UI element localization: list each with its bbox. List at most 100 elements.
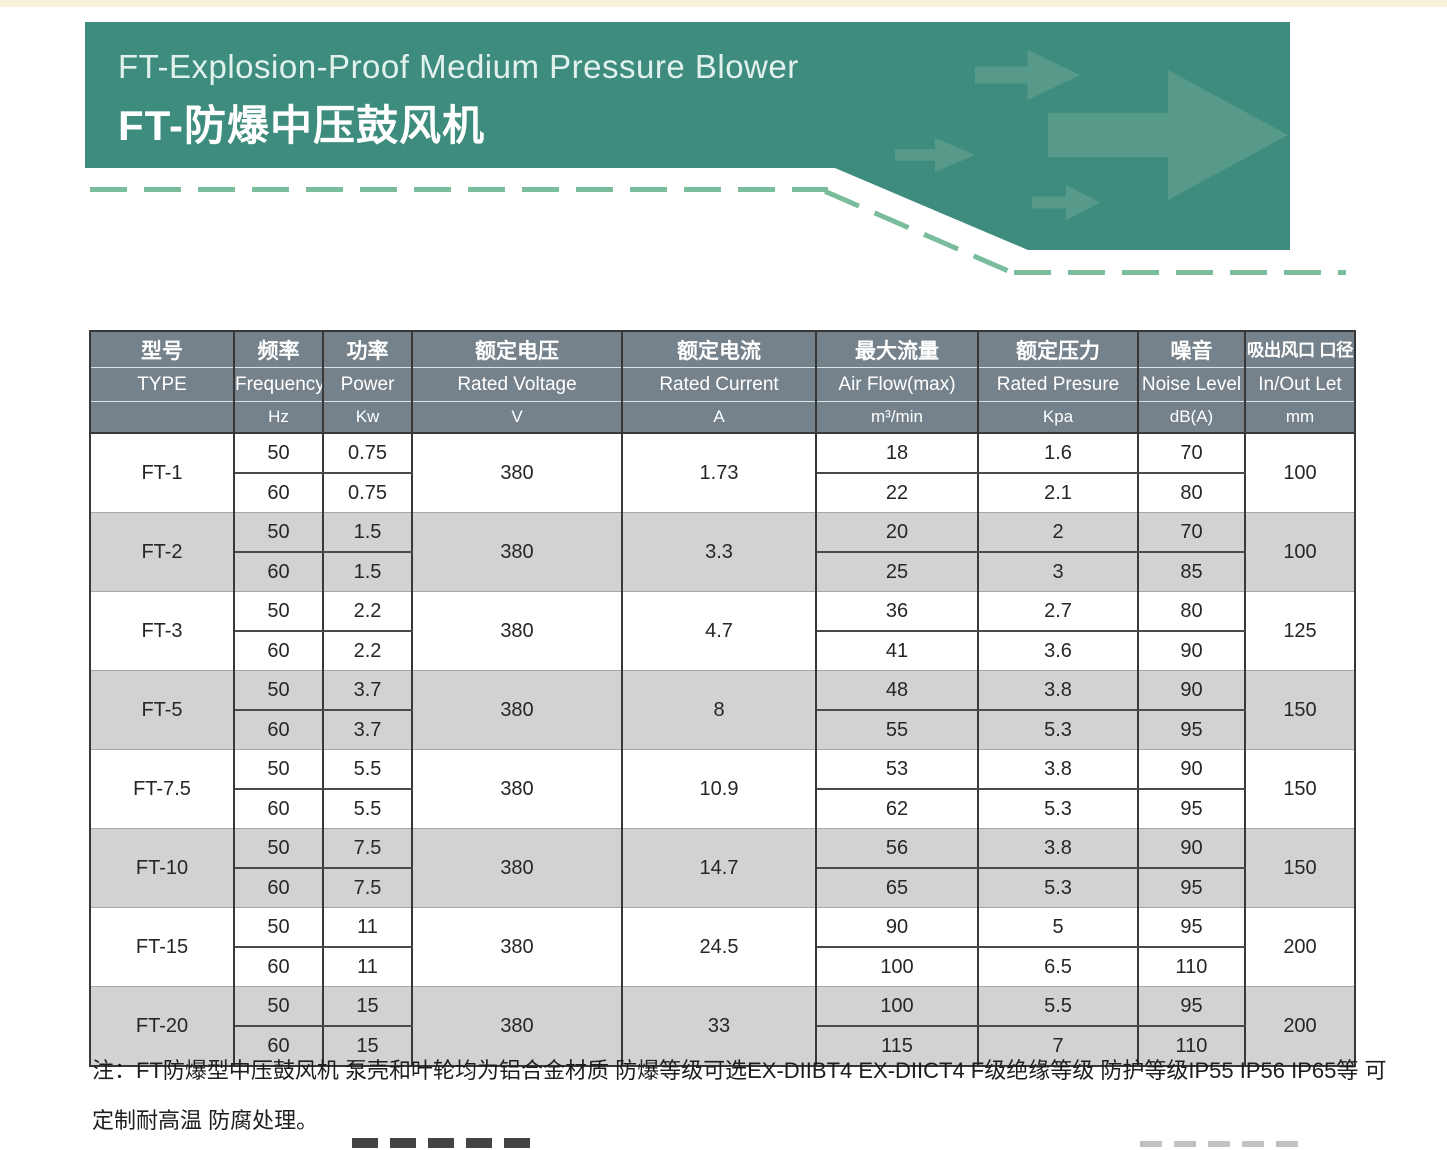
cell-current: 3.3	[621, 512, 817, 592]
cell-noise: 85	[1137, 552, 1246, 592]
col-header-7-zh: 噪音	[1137, 331, 1246, 368]
cell-pressure: 5	[977, 907, 1139, 948]
cell-pressure: 7	[977, 1026, 1139, 1066]
col-header-0-en: TYPE	[89, 367, 235, 402]
table-row: 60 0.75 22 2.1 80	[90, 473, 1355, 513]
cell-airflow: 18	[815, 432, 979, 474]
col-header-2-en: Power	[322, 367, 413, 402]
right-arrow-icon	[895, 138, 975, 172]
cell-pressure: 2	[977, 512, 1139, 553]
cell-airflow: 22	[815, 473, 979, 513]
table-row: FT-20 50 15 380 33 100 5.5 95 200	[89, 986, 1356, 1066]
cell-hz: 50	[233, 432, 324, 474]
cell-kw: 11	[322, 947, 413, 987]
header-row-en: TYPE Frequency Power Rated Voltage Rated Cur…	[89, 367, 1356, 402]
cell-inout: 100	[1244, 432, 1356, 513]
page-title-chinese: FT-防爆中压鼓风机	[118, 102, 485, 149]
table-row: FT-2 50 1.5 380 3.3 20 2 70 100	[89, 512, 1356, 592]
cell-inout: 150	[1244, 670, 1356, 750]
cell-inout: 200	[1244, 907, 1356, 987]
col-header-7-unit: dB(A)	[1137, 401, 1246, 434]
cell-kw: 3.7	[322, 710, 413, 750]
cell-pressure: 2.7	[977, 591, 1139, 632]
cell-current: 10.9	[621, 749, 817, 829]
spec-table: 型号 频率 功率 额定电压 额定电流 最大流量 额定压力 噪音 吸出风口 口径 TYPE Frequ…	[89, 330, 1356, 1067]
cell-hz: 60	[233, 789, 324, 829]
cell-kw: 2.2	[322, 631, 413, 671]
footnote-line-2: 定制耐高温 防腐处理。	[92, 1108, 319, 1133]
cell-airflow: 90	[815, 907, 979, 948]
table-row: 60 2.2 41 3.6 90	[90, 631, 1355, 671]
cell-type: FT-10	[89, 828, 235, 908]
top-edge-strip	[0, 0, 1447, 7]
cell-noise: 90	[1137, 670, 1246, 711]
cell-inout: 100	[1244, 512, 1356, 592]
cell-voltage: 380	[411, 907, 623, 987]
col-header-3-en: Rated Voltage	[411, 367, 623, 402]
title-banner: FT-Explosion-Proof Medium Pressure Blowe…	[85, 22, 1290, 250]
cell-hz: 50	[233, 749, 324, 790]
cell-noise: 90	[1137, 631, 1246, 671]
cell-voltage: 380	[411, 749, 623, 829]
cell-inout: 125	[1244, 591, 1356, 671]
col-header-1-zh: 频率	[233, 331, 324, 368]
col-header-3-zh: 额定电压	[411, 331, 623, 368]
table-row: FT-1 50 0.75 380 1.73 18 1.6 70 100	[89, 432, 1356, 513]
table-row: 60 7.5 65 5.3 95	[90, 868, 1355, 908]
cell-hz: 50	[233, 907, 324, 948]
cell-voltage: 380	[411, 670, 623, 750]
cell-noise: 95	[1137, 907, 1246, 948]
col-header-1-unit: Hz	[233, 401, 324, 434]
cell-airflow: 55	[815, 710, 979, 750]
cell-hz: 50	[233, 828, 324, 869]
cell-hz: 60	[233, 947, 324, 987]
cell-hz: 50	[233, 986, 324, 1027]
col-header-8-en: In/Out Let	[1244, 367, 1356, 402]
header-row-zh: 型号 频率 功率 额定电压 额定电流 最大流量 额定压力 噪音 吸出风口 口径	[89, 331, 1356, 368]
page-title-english: FT-Explosion-Proof Medium Pressure Blowe…	[118, 48, 799, 85]
cell-noise: 90	[1137, 828, 1246, 869]
cell-inout: 150	[1244, 749, 1356, 829]
cell-inout: 150	[1244, 828, 1356, 908]
cell-airflow: 48	[815, 670, 979, 711]
table-row: FT-5 50 3.7 380 8 48 3.8 90 150	[89, 670, 1356, 750]
cell-noise: 95	[1137, 710, 1246, 750]
col-header-1-en: Frequency	[233, 367, 324, 402]
cell-kw: 1.5	[322, 512, 413, 553]
cell-current: 14.7	[621, 828, 817, 908]
col-header-2-zh: 功率	[322, 331, 413, 368]
cell-kw: 15	[322, 1026, 413, 1066]
cell-hz: 60	[233, 868, 324, 908]
cell-type: FT-3	[89, 591, 235, 671]
table-row: FT-7.5 50 5.5 380 10.9 53 3.8 90 150	[89, 749, 1356, 829]
cell-noise: 80	[1137, 473, 1246, 513]
cell-kw: 5.5	[322, 789, 413, 829]
right-arrow-icon	[1032, 185, 1100, 220]
right-arrow-icon	[1048, 70, 1288, 200]
col-header-5-zh: 最大流量	[815, 331, 979, 368]
cell-pressure: 5.5	[977, 986, 1139, 1027]
cell-airflow: 62	[815, 789, 979, 829]
cell-airflow: 25	[815, 552, 979, 592]
cell-airflow: 100	[815, 986, 979, 1027]
dashed-decor-line	[90, 187, 828, 192]
cell-noise: 80	[1137, 591, 1246, 632]
cell-pressure: 3	[977, 552, 1139, 592]
cell-kw: 15	[322, 986, 413, 1027]
cell-airflow: 100	[815, 947, 979, 987]
cell-hz: 60	[233, 473, 324, 513]
cell-pressure: 5.3	[977, 868, 1139, 908]
cell-inout: 200	[1244, 986, 1356, 1066]
cell-airflow: 56	[815, 828, 979, 869]
cell-kw: 1.5	[322, 552, 413, 592]
cell-pressure: 5.3	[977, 789, 1139, 829]
cell-pressure: 5.3	[977, 710, 1139, 750]
cell-hz: 50	[233, 591, 324, 632]
cell-kw: 7.5	[322, 828, 413, 869]
cell-airflow: 36	[815, 591, 979, 632]
cell-noise: 95	[1137, 789, 1246, 829]
cell-type: FT-20	[89, 986, 235, 1066]
col-header-4-zh: 额定电流	[621, 331, 817, 368]
cell-noise: 70	[1137, 512, 1246, 553]
